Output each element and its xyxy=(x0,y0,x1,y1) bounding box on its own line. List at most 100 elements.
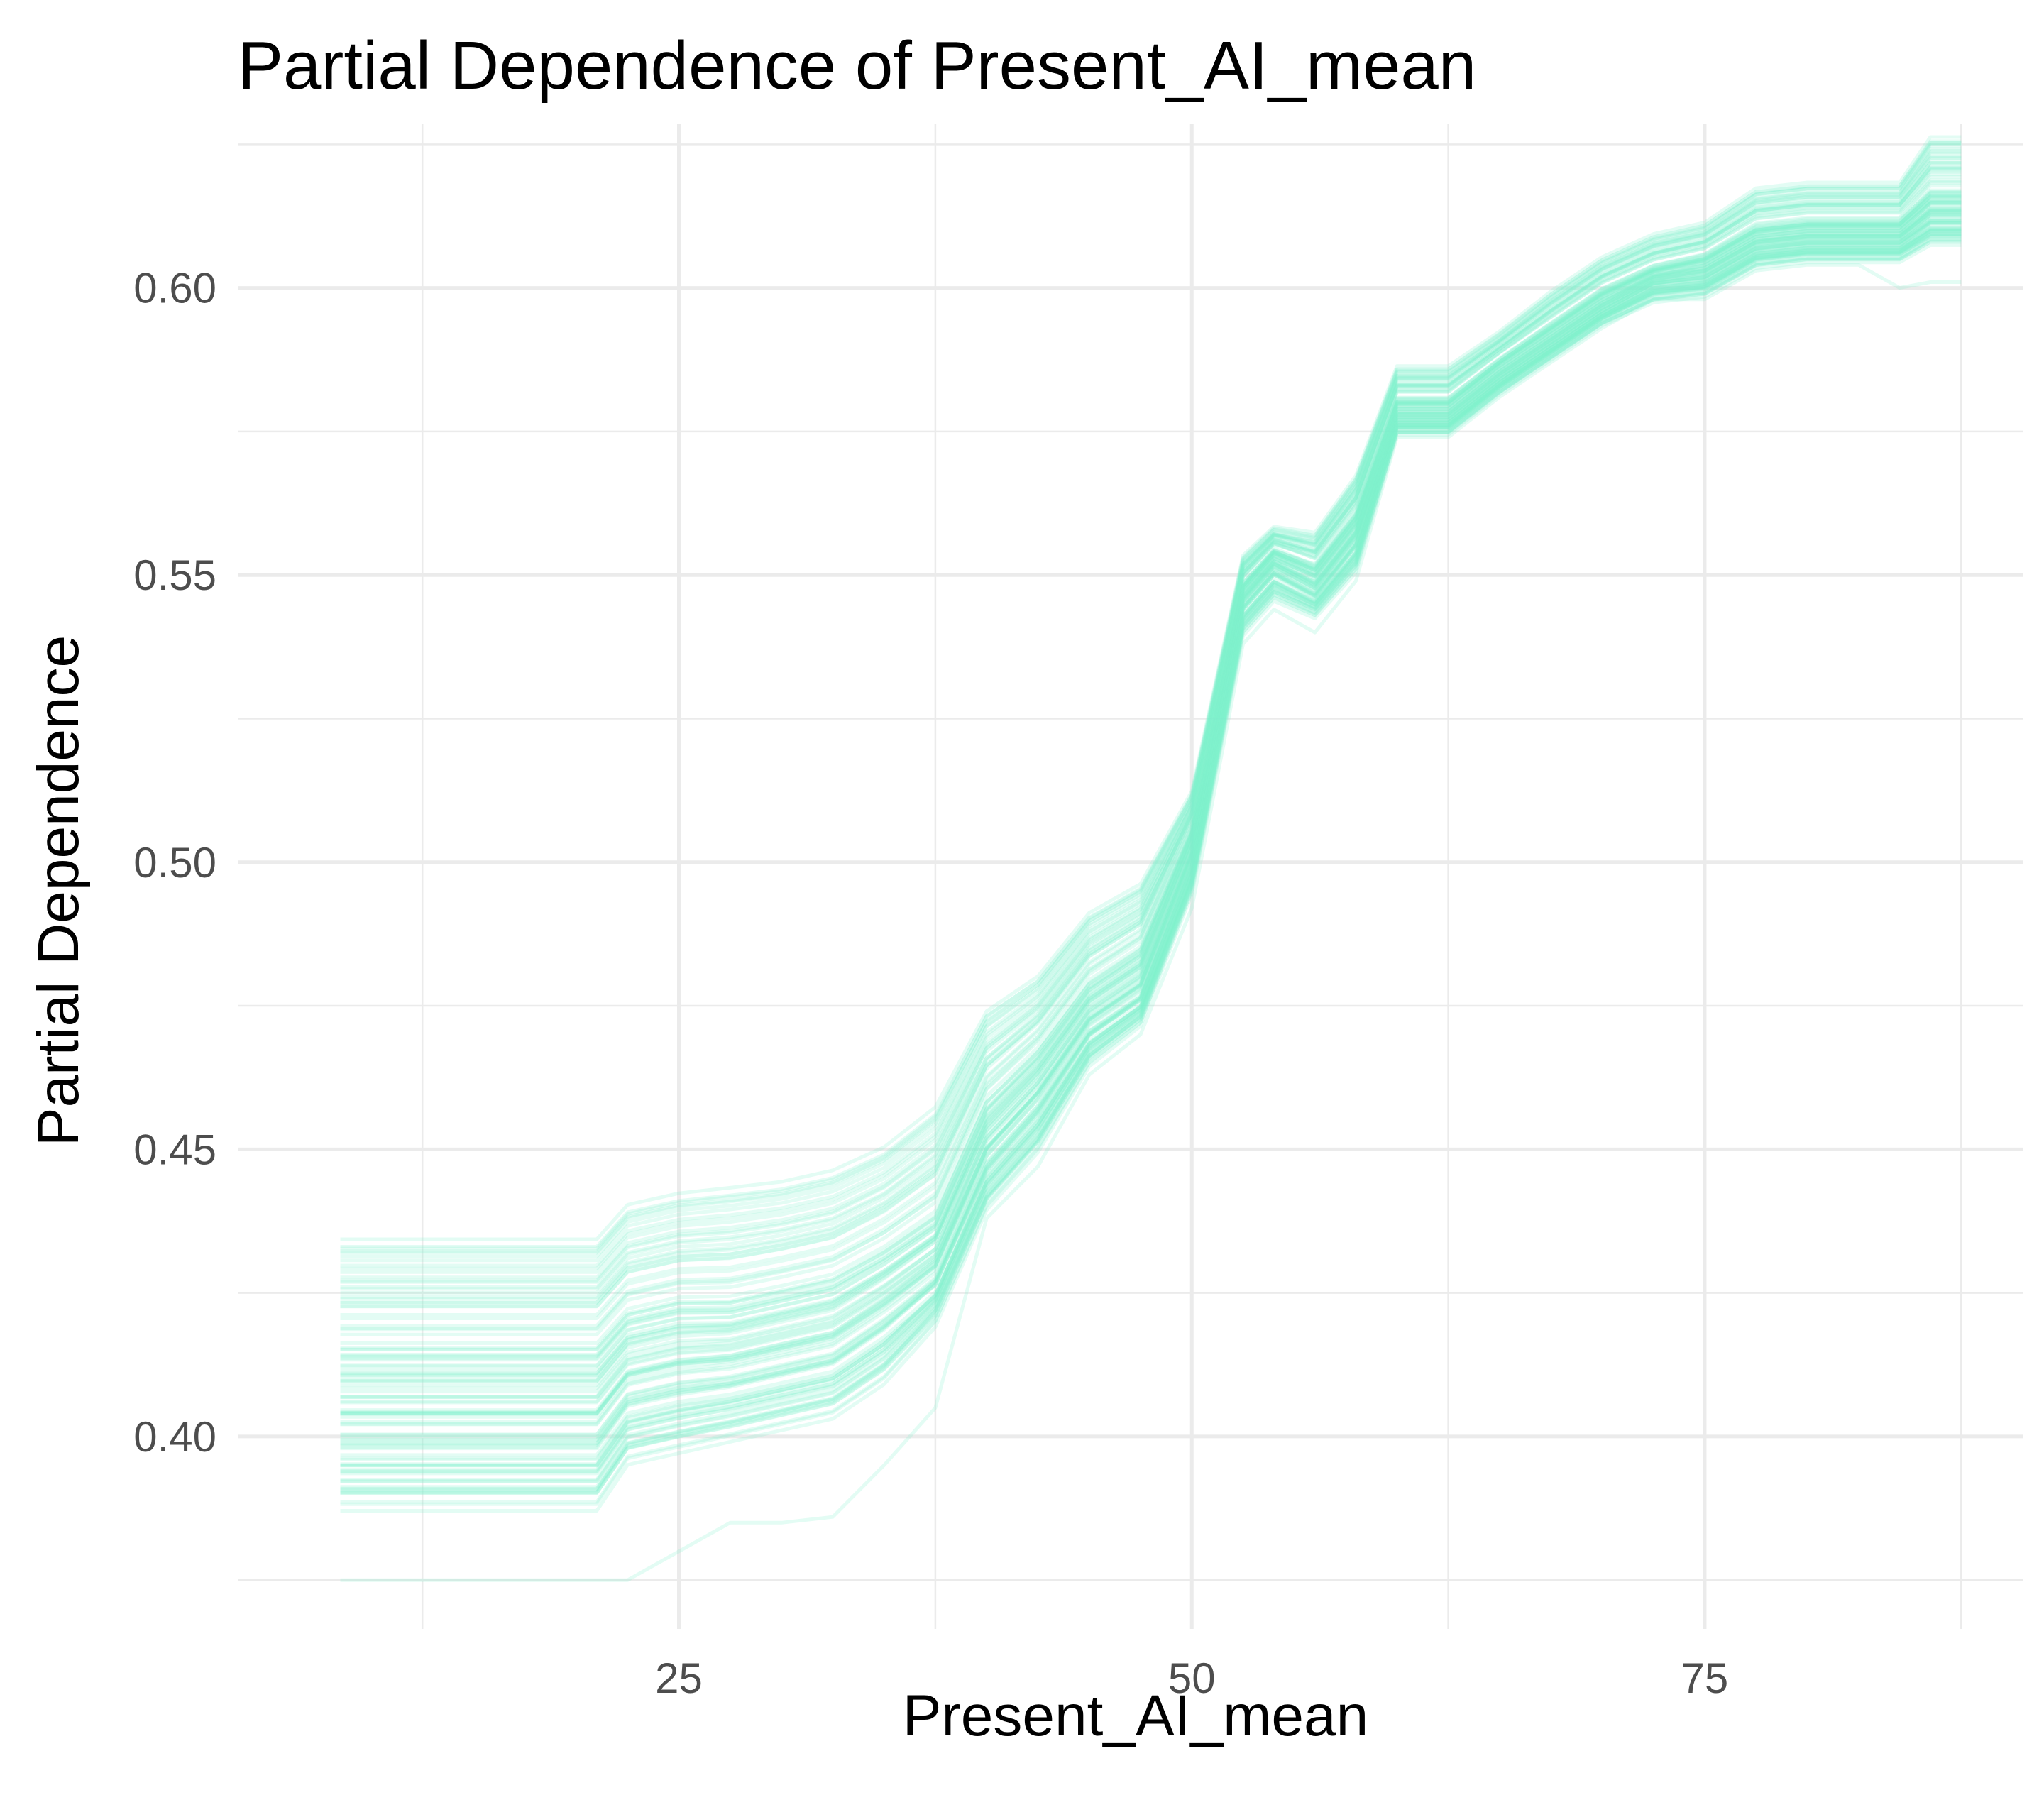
ice-line xyxy=(340,195,1962,1361)
ice-line xyxy=(340,152,1962,1274)
ice-line xyxy=(340,211,1962,1415)
x-tick-label: 25 xyxy=(655,1654,703,1702)
ice-line xyxy=(340,232,1962,1474)
ice-line xyxy=(340,226,1962,1468)
ice-line xyxy=(340,198,1962,1378)
ice-line xyxy=(340,233,1962,1483)
ice-line xyxy=(340,150,1962,1270)
ice-line xyxy=(340,208,1962,1414)
ice-line xyxy=(340,161,1962,1295)
grid xyxy=(238,124,2023,1629)
ice-line xyxy=(340,160,1962,1291)
ice-line xyxy=(340,219,1962,1439)
ice-line xyxy=(340,204,1962,1398)
ice-line xyxy=(340,175,1962,1320)
ice-line xyxy=(340,194,1962,1358)
ice-line xyxy=(340,148,1962,1268)
ice-line xyxy=(340,205,1962,1394)
ice-line xyxy=(340,219,1962,1449)
ice-line xyxy=(340,195,1962,1368)
ice-line xyxy=(340,143,1962,1258)
ice-line xyxy=(340,184,1962,1336)
ice-line xyxy=(340,208,1962,1404)
ice-line xyxy=(340,190,1962,1350)
y-tick-label: 0.40 xyxy=(133,1413,216,1461)
ice-line xyxy=(340,202,1962,1383)
ice-lines xyxy=(340,135,1962,1582)
ice-line xyxy=(340,243,1962,1513)
ice-line xyxy=(340,221,1962,1445)
ice-line xyxy=(340,214,1962,1415)
ice-line xyxy=(340,226,1962,1457)
ice-line xyxy=(340,191,1962,1351)
y-tick-label: 0.60 xyxy=(133,265,216,312)
ice-line xyxy=(340,218,1962,1437)
ice-line xyxy=(340,156,1962,1283)
ice-line xyxy=(340,221,1962,1447)
ice-line xyxy=(340,213,1962,1415)
ice-line xyxy=(340,221,1962,1437)
chart-title: Partial Dependence of Present_AI_mean xyxy=(238,28,1476,104)
ice-line xyxy=(340,229,1962,1482)
ice-line xyxy=(340,188,1962,1345)
ice-line xyxy=(340,165,1962,1301)
ice-line xyxy=(340,223,1962,1442)
ice-line xyxy=(340,240,1962,1504)
ice-line xyxy=(340,216,1962,1427)
ice-line xyxy=(340,234,1962,1493)
ice-line xyxy=(340,167,1962,1305)
ice-line xyxy=(340,232,1962,1483)
ice-line xyxy=(340,192,1962,1351)
ice-line xyxy=(340,209,1962,1400)
ice-line xyxy=(340,234,1962,1491)
ice-line xyxy=(340,178,1962,1328)
ice-line xyxy=(340,213,1962,1416)
y-axis-title: Partial Dependence xyxy=(26,635,91,1146)
ice-line xyxy=(340,198,1962,1383)
ice-line xyxy=(340,229,1962,1468)
ice-line xyxy=(340,219,1962,1446)
tick-labels: 25 50 75 0.40 0.45 0.50 0.55 0.60 xyxy=(133,265,1728,1702)
ice-line xyxy=(340,227,1962,1461)
ice-line xyxy=(340,232,1962,1491)
ice-line-outlier xyxy=(340,263,1962,1582)
ice-line xyxy=(340,168,1962,1308)
ice-line xyxy=(340,220,1962,1451)
ice-line xyxy=(340,236,1962,1489)
x-tick-label: 50 xyxy=(1168,1654,1216,1702)
ice-line xyxy=(340,229,1962,1473)
ice-line xyxy=(340,160,1962,1289)
ice-line xyxy=(340,240,1962,1506)
ice-line xyxy=(340,154,1962,1280)
ice-line xyxy=(340,143,1962,1255)
ice-line xyxy=(340,194,1962,1362)
ice-line xyxy=(340,238,1962,1495)
ice-line xyxy=(340,201,1962,1371)
ice-line xyxy=(340,135,1962,1241)
ice-line xyxy=(340,214,1962,1426)
ice-line xyxy=(340,172,1962,1317)
ice-line xyxy=(340,220,1962,1442)
ice-line xyxy=(340,201,1962,1376)
ice-line xyxy=(340,166,1962,1305)
ice-line xyxy=(340,212,1962,1419)
ice-line xyxy=(340,234,1962,1495)
ice-line xyxy=(340,207,1962,1400)
ice-line xyxy=(340,229,1962,1476)
ice-line xyxy=(340,226,1962,1467)
ice-line xyxy=(340,141,1962,1253)
x-axis-title: Present_AI_mean xyxy=(903,1684,1368,1748)
ice-line xyxy=(340,170,1962,1309)
ice-line xyxy=(340,180,1962,1332)
ice-line xyxy=(340,209,1962,1412)
ice-line xyxy=(340,194,1962,1368)
ice-line xyxy=(340,199,1962,1382)
y-tick-label: 0.45 xyxy=(133,1126,216,1173)
ice-line xyxy=(340,139,1962,1248)
ice-line xyxy=(340,147,1962,1263)
ice-line xyxy=(340,209,1962,1405)
ice-line xyxy=(340,209,1962,1415)
x-tick-label: 75 xyxy=(1681,1654,1729,1702)
ice-line xyxy=(340,181,1962,1330)
